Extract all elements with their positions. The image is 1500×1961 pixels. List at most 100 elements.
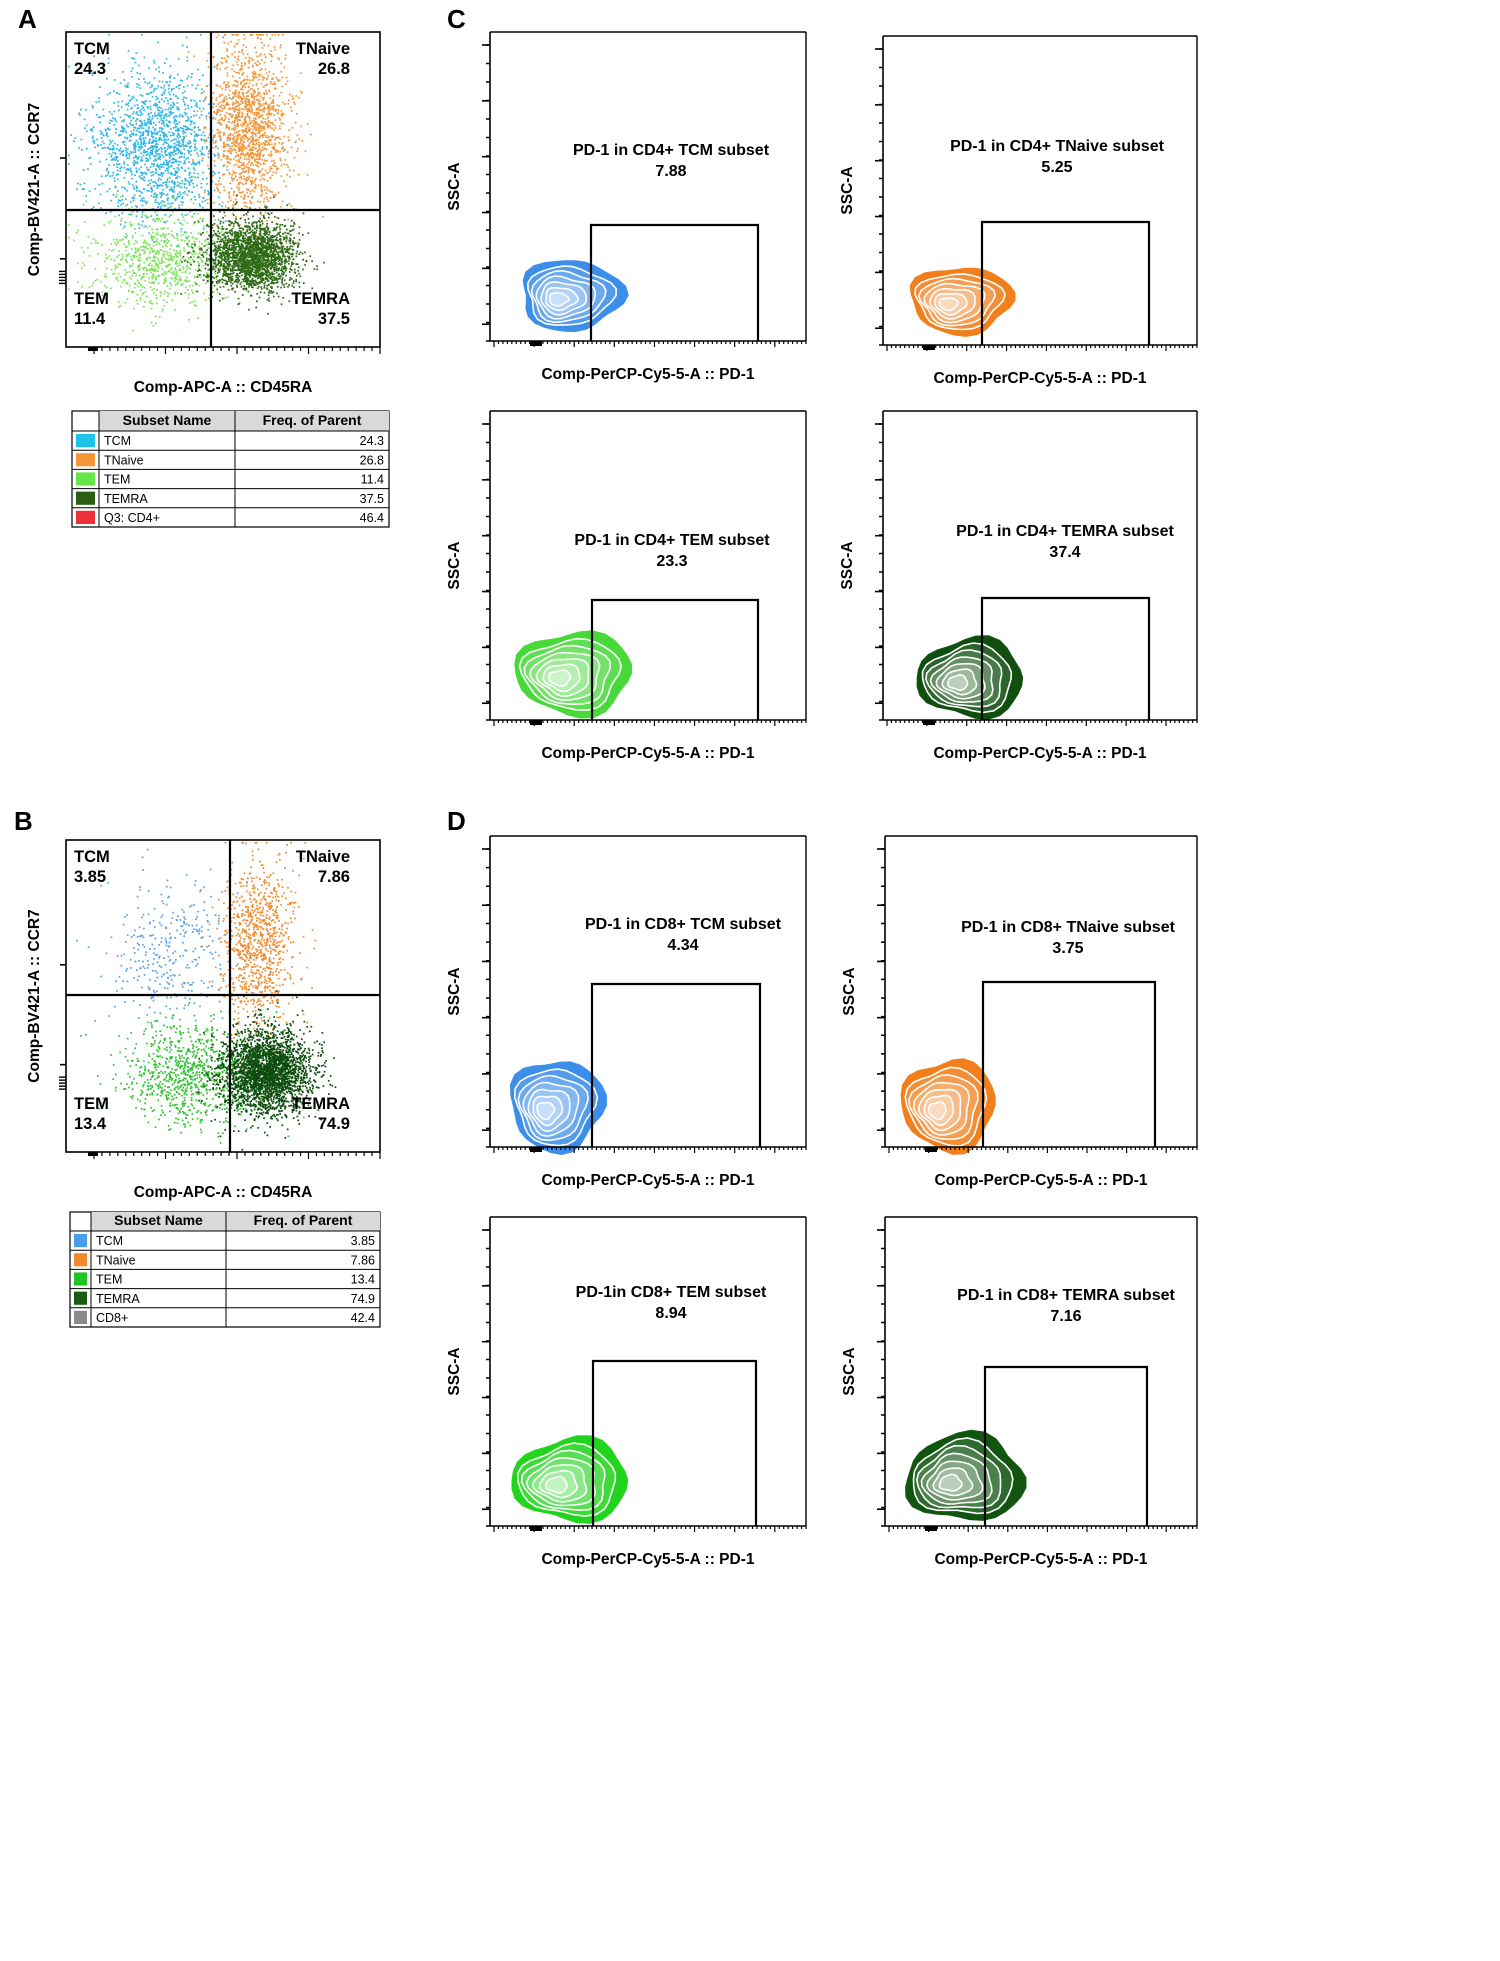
cell-dot [248,129,250,131]
cell-dot [216,85,219,87]
cell-dot [140,124,142,127]
cell-dot [125,85,127,88]
cell-dot [261,243,264,245]
cell-dot [254,46,256,49]
cell-dot [237,59,240,61]
cell-dot [208,234,210,237]
cell-dot [130,248,133,250]
cell-dot [223,114,226,117]
cell-dot [115,193,118,196]
cell-dot [142,292,145,294]
cell-dot [122,238,125,241]
cell-dot [253,111,256,114]
cell-dot [207,52,210,55]
cell-dot [165,264,167,267]
cell-dot [256,76,258,79]
cell-dot [245,153,248,156]
cell-dot [281,112,283,115]
cell-dot [142,188,145,190]
cell-dot [248,119,251,122]
cell-dot [241,182,244,185]
cell-dot [154,145,156,147]
cell-dot [159,192,161,194]
cell-dot [246,123,249,126]
cell-dot [97,252,99,255]
cell-dot [225,252,228,255]
cell-dot [255,129,258,131]
cell-dot [254,267,256,269]
cell-dot [281,34,284,36]
cell-dot [175,177,177,180]
cell-dot [170,258,173,260]
cell-dot [117,205,120,207]
cell-dot [232,263,235,265]
cell-dot [251,225,254,228]
cell-dot [240,140,242,143]
cell-dot [280,260,283,263]
cell-dot [261,127,263,130]
cell-dot [245,180,247,182]
cell-dot [132,129,135,131]
cell-dot [264,185,266,188]
cell-dot [115,120,118,123]
cell-dot [220,61,222,64]
cell-dot [256,150,258,153]
cell-dot [182,145,185,148]
cell-dot [244,241,246,244]
cell-dot [170,104,173,107]
cell-dot [94,268,97,270]
cell-dot [187,244,189,247]
cell-dot [148,301,151,304]
cell-dot [176,175,179,178]
cell-dot [206,146,209,149]
cell-dot [248,60,251,62]
cell-dot [216,288,218,291]
cell-dot [160,184,162,186]
cell-dot [113,110,116,113]
cell-dot [231,68,233,71]
cell-dot [148,269,151,272]
cell-dot [204,299,207,301]
cell-dot [175,95,177,97]
cell-dot [154,278,157,281]
cell-dot [277,239,279,242]
cell-dot [267,212,269,215]
cell-dot [168,106,171,109]
cell-dot [154,241,157,243]
cell-dot [218,95,221,98]
cell-dot [235,145,237,148]
cell-dot [260,82,263,85]
cell-dot [138,249,140,252]
cell-dot [216,128,219,131]
cell-dot [254,276,257,279]
cell-dot [162,299,165,301]
cell-dot [155,115,157,117]
cell-dot [115,92,118,94]
cell-dot [181,257,184,259]
cell-dot [200,92,203,95]
cell-dot [232,287,234,290]
cell-dot [153,90,155,92]
cell-dot [205,238,207,241]
cell-dot [148,184,151,186]
cell-dot [226,281,229,284]
cell-dot [208,225,210,228]
cell-dot [240,62,243,64]
cell-dot [149,86,152,89]
cell-dot [154,155,157,158]
cell-dot [253,221,256,223]
cell-dot [157,185,159,188]
cell-dot [183,162,185,165]
cell-dot [127,86,129,88]
cell-dot [235,198,237,201]
cell-dot [293,268,296,271]
cell-dot [175,260,178,263]
cell-dot [259,100,261,103]
cell-dot [150,135,153,138]
cell-dot [235,131,238,134]
cell-dot [261,168,264,171]
cell-dot [170,186,173,189]
cell-dot [208,103,210,106]
cell-dot [128,157,130,159]
cell-dot [177,85,180,87]
